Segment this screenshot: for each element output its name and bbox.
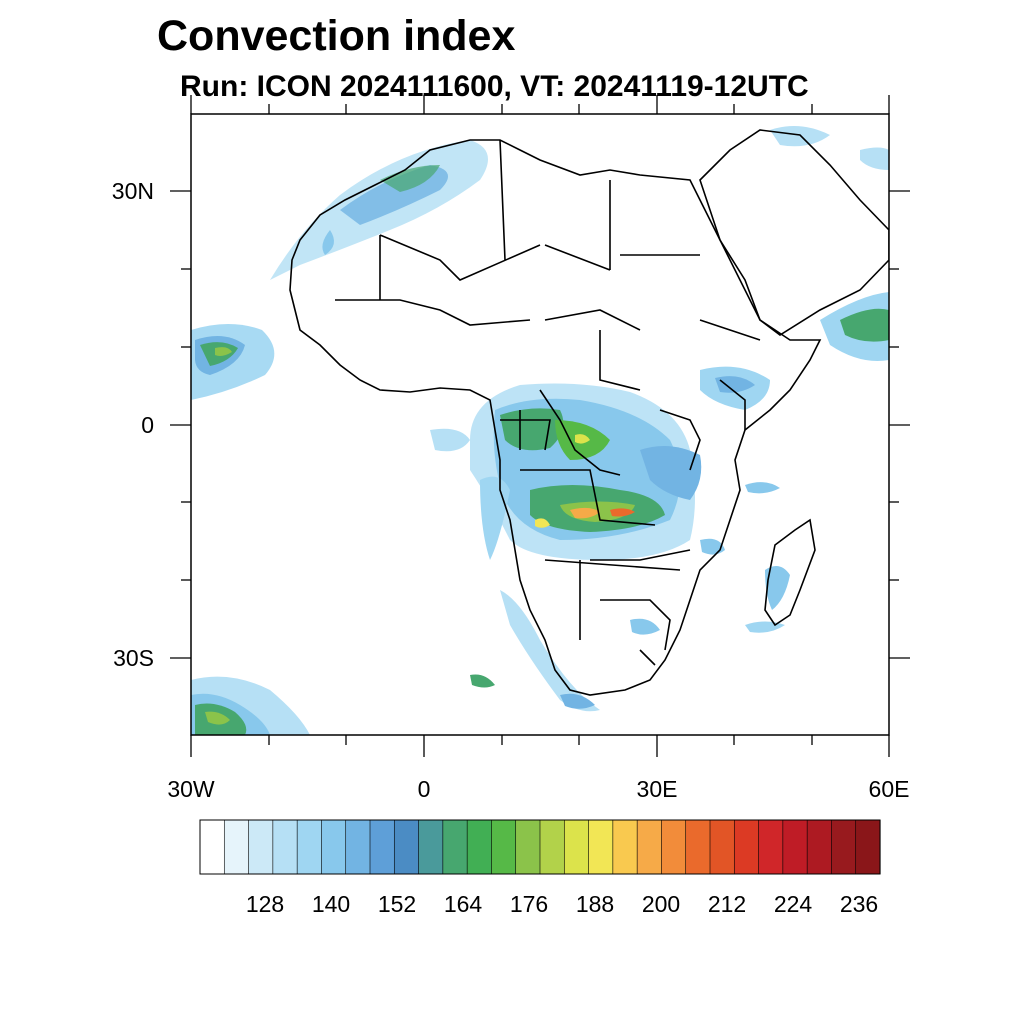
colorbar-swatch <box>806 819 833 875</box>
colorbar-swatch <box>661 819 687 875</box>
colorbar-swatch <box>782 819 808 875</box>
axis-ticks <box>170 95 910 757</box>
colorbar-swatch <box>345 819 371 875</box>
colorbar-swatch <box>248 819 274 875</box>
y-tick-label: 0 <box>141 412 154 438</box>
colorbar-swatch <box>393 819 420 875</box>
colorbar-label: 224 <box>774 891 813 917</box>
colorbar-swatch <box>491 819 517 875</box>
colorbar-swatch <box>588 819 614 875</box>
x-tick-label: 30W <box>167 776 215 802</box>
y-tick-labels: 30N 0 30S <box>112 178 154 671</box>
colorbar-label: 236 <box>840 891 878 917</box>
map-subtitle: Run: ICON 2024111600, VT: 20241119-12UTC <box>180 70 809 103</box>
colorbar-swatch <box>515 819 541 875</box>
coastlines <box>289 129 889 696</box>
convection-field <box>191 126 889 735</box>
colorbar-swatch <box>369 819 395 875</box>
colorbar-swatch <box>612 819 638 875</box>
colorbar-swatch <box>733 819 760 875</box>
colorbar-label: 188 <box>576 891 614 917</box>
colorbar-swatch <box>296 819 323 875</box>
colorbar-label: 200 <box>642 891 680 917</box>
colorbar-swatch <box>223 819 250 875</box>
colorbar-label: 140 <box>312 891 350 917</box>
colorbar-label: 176 <box>510 891 548 917</box>
colorbar-swatch <box>855 819 881 875</box>
colorbar-swatch <box>272 819 298 875</box>
colorbar-swatch <box>199 819 225 875</box>
colorbar-label: 128 <box>246 891 284 917</box>
colorbar-swatch <box>636 819 663 875</box>
x-tick-label: 30E <box>637 776 678 802</box>
colorbar-label: 152 <box>378 891 416 917</box>
x-tick-labels: 30W 0 30E 60E <box>167 776 909 802</box>
colorbar-label: 212 <box>708 891 746 917</box>
colorbar <box>199 819 881 875</box>
y-tick-label: 30S <box>113 645 154 671</box>
colorbar-swatch <box>418 819 444 875</box>
y-tick-label: 30N <box>112 178 154 204</box>
x-tick-label: 0 <box>418 776 431 802</box>
map-title: Convection index <box>157 12 516 60</box>
colorbar-swatch <box>539 819 565 875</box>
colorbar-swatch <box>831 819 857 875</box>
colorbar-swatch <box>466 819 493 875</box>
colorbar-swatch <box>758 819 784 875</box>
x-tick-label: 60E <box>869 776 910 802</box>
colorbar-swatch <box>321 819 347 875</box>
colorbar-label: 164 <box>444 891 483 917</box>
colorbar-frame <box>199 819 881 875</box>
colorbar-labels: 128 140 152 164 176 188 200 212 224 236 <box>246 891 878 917</box>
colorbar-swatch <box>709 819 735 875</box>
colorbar-swatch <box>685 819 711 875</box>
colorbar-swatch <box>442 819 468 875</box>
colorbar-swatch <box>563 819 590 875</box>
